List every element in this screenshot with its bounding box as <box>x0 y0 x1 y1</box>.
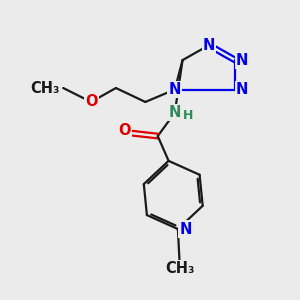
Text: CH₃: CH₃ <box>31 80 60 95</box>
Text: N: N <box>179 221 192 236</box>
Text: N: N <box>169 105 181 120</box>
Text: N: N <box>169 82 181 97</box>
Text: CH₃: CH₃ <box>165 261 194 276</box>
Text: N: N <box>203 38 215 53</box>
Text: N: N <box>236 82 248 97</box>
Text: O: O <box>118 123 130 138</box>
Text: N: N <box>236 52 248 68</box>
Text: O: O <box>85 94 98 110</box>
Text: H: H <box>183 109 193 122</box>
